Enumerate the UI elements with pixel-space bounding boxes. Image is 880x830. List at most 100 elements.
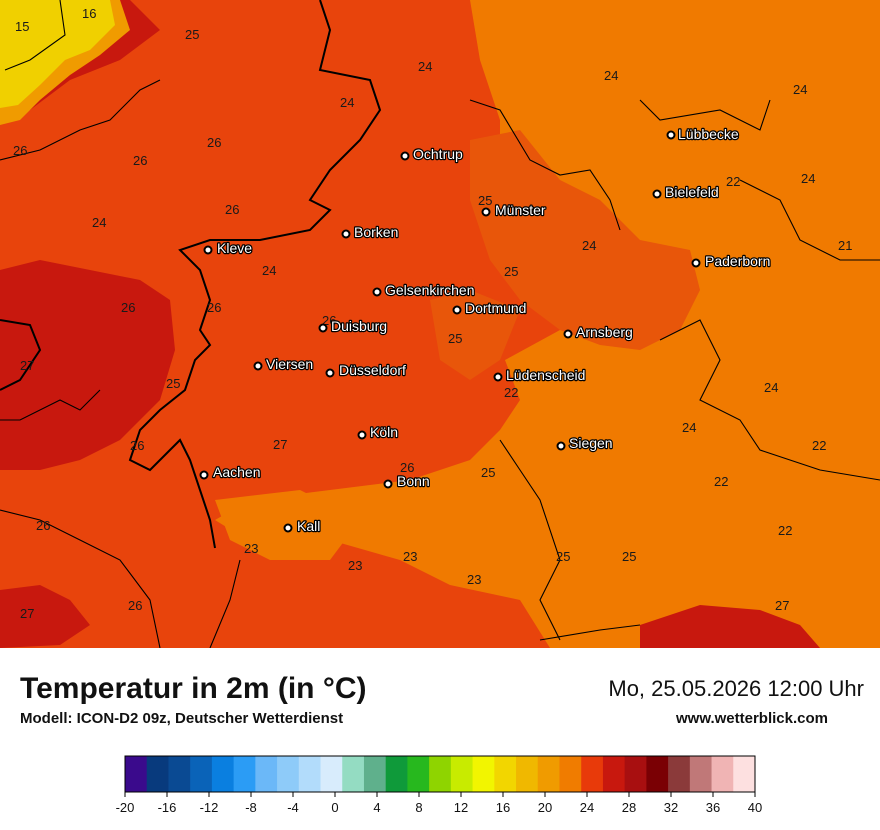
value-label: 23: [244, 541, 258, 556]
value-label: 25: [481, 465, 495, 480]
legend-swatch: [233, 756, 256, 792]
value-label: 23: [403, 549, 417, 564]
legend-tick-label: 16: [496, 800, 510, 815]
value-label: 22: [812, 438, 826, 453]
value-label: 25: [478, 193, 492, 208]
city-marker-gelsenkirchen: Gelsenkirchen: [372, 281, 476, 299]
city-marker-borken: Borken: [341, 223, 400, 241]
value-label: 24: [262, 263, 276, 278]
value-label: 24: [801, 171, 815, 186]
city-label: Kall: [297, 518, 320, 534]
value-label: 26: [36, 518, 50, 533]
legend-swatch: [211, 756, 235, 792]
value-label: 24: [582, 238, 596, 253]
value-label: 25: [504, 264, 518, 279]
city-label: Viersen: [266, 356, 313, 372]
value-label: 24: [793, 82, 807, 97]
cold-zone-yellow: [0, 0, 115, 108]
legend-swatch: [711, 756, 734, 792]
value-label: 22: [778, 523, 792, 538]
legend-swatch: [298, 756, 322, 792]
city-label: Lüdenscheid: [506, 367, 585, 383]
borders: [0, 0, 880, 648]
value-label: 25: [185, 27, 199, 42]
city-marker-paderborn: Paderborn: [691, 252, 772, 270]
legend-tick-label: 24: [580, 800, 594, 815]
model-info: Modell: ICON-D2 09z, Deutscher Wetterdie…: [20, 710, 344, 727]
legend-swatch: [277, 756, 300, 792]
legend-tick-label: -8: [245, 800, 257, 815]
city-marker-dortmund: Dortmund: [452, 299, 528, 317]
hot-zone-west: [0, 260, 175, 470]
city-marker-bonn: Bonn: [383, 472, 431, 490]
city-label: Kleve: [217, 240, 252, 256]
city-marker-kall: Kall: [283, 517, 322, 535]
legend-swatch: [450, 756, 474, 792]
value-label: 26: [207, 135, 221, 150]
city-label: Münster: [495, 202, 546, 218]
legend-swatch: [689, 756, 713, 792]
state-border-thick: [0, 0, 382, 549]
city-label: Duisburg: [331, 318, 387, 334]
legend-tick-label: 40: [748, 800, 762, 815]
cool-zone-east: [215, 0, 880, 648]
value-label: 26: [400, 460, 414, 475]
value-label: 27: [775, 598, 789, 613]
city-label: Borken: [354, 224, 398, 240]
legend-swatch: [581, 756, 604, 792]
legend-swatch: [385, 756, 408, 792]
city-label: Lübbecke: [678, 126, 739, 142]
legend-tick-label: -20: [116, 800, 135, 815]
legend-tick-label: 4: [373, 800, 380, 815]
value-label: 22: [726, 174, 740, 189]
value-label: 21: [838, 238, 852, 253]
city-label: Ochtrup: [413, 146, 463, 162]
city-label: Düsseldorf: [339, 362, 406, 378]
city-label: Siegen: [569, 435, 613, 451]
city-label: Bielefeld: [665, 184, 719, 200]
value-label: 22: [714, 474, 728, 489]
city-marker-siegen: Siegen: [556, 434, 614, 452]
legend-border: [124, 755, 756, 793]
website-link[interactable]: www.wetterblick.com: [676, 710, 828, 727]
value-label: 16: [82, 6, 96, 21]
city-label: Gelsenkirchen: [385, 282, 475, 298]
warm-patch-east: [470, 130, 700, 350]
city-marker-arnsberg: Arnsberg: [563, 323, 634, 341]
hot-zone-se: [640, 605, 820, 648]
city-marker-muenster: Münster: [481, 201, 547, 219]
value-label: 25: [448, 331, 462, 346]
footer: Temperatur in 2m (in °C) Modell: ICON-D2…: [0, 648, 880, 830]
legend-tick-label: -16: [158, 800, 177, 815]
legend-swatch: [363, 756, 387, 792]
value-label: 25: [556, 549, 570, 564]
city-marker-viersen: Viersen: [253, 355, 314, 373]
value-label: 25: [622, 549, 636, 564]
forecast-datetime: Mo, 25.05.2026 12:00 Uhr: [608, 676, 864, 701]
value-label: 24: [764, 380, 778, 395]
legend-swatch: [190, 756, 213, 792]
legend-swatch: [646, 756, 669, 792]
value-label: 24: [682, 420, 696, 435]
value-label: 15: [15, 19, 29, 34]
legend-swatch: [624, 756, 647, 792]
city-label: Köln: [370, 424, 398, 440]
value-label: 26: [128, 598, 142, 613]
legend-swatch: [342, 756, 365, 792]
city-marker-bielefeld: Bielefeld: [652, 183, 720, 201]
legend-swatch: [429, 756, 452, 792]
legend-swatch: [537, 756, 560, 792]
legend-swatch: [146, 756, 169, 792]
value-label: 26: [130, 438, 144, 453]
value-label: 26: [121, 300, 135, 315]
legend-swatch: [472, 756, 495, 792]
legend-swatch: [602, 756, 626, 792]
city-marker-aachen: Aachen: [199, 463, 262, 481]
value-label: 25: [166, 376, 180, 391]
city-marker-koeln: Köln: [357, 423, 399, 441]
value-label: 26: [13, 143, 27, 158]
hot-zone-sw: [0, 585, 90, 648]
legend-swatch: [320, 756, 343, 792]
legend-tick-label: 8: [415, 800, 422, 815]
legend-swatch: [733, 756, 756, 792]
